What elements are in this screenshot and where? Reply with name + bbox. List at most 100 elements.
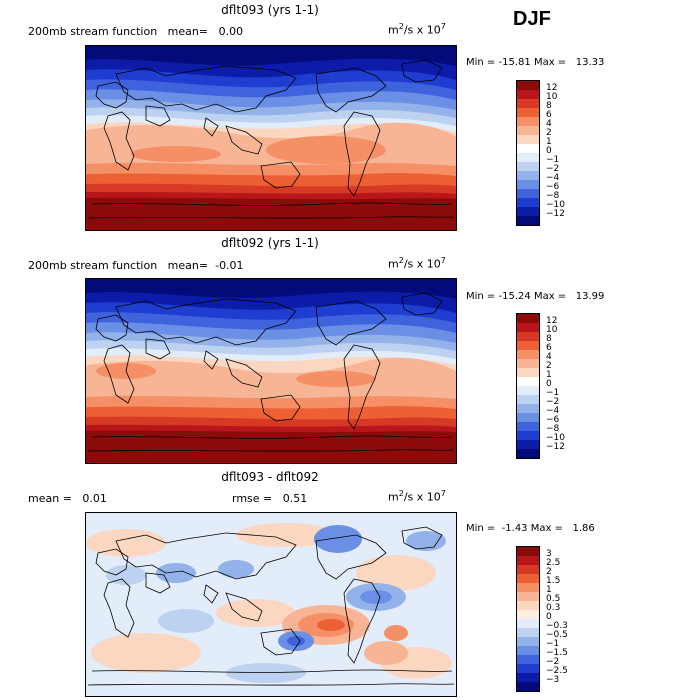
colorbar-level-label: −1: [546, 155, 560, 165]
colorbar-level-label: −10: [546, 200, 565, 210]
blob: [131, 146, 221, 162]
panel-2-colorbar-svg: [517, 314, 539, 458]
colorbar-swatch: [517, 117, 539, 127]
colorbar-swatch: [517, 350, 539, 360]
blob: [236, 523, 336, 547]
band: [86, 197, 456, 230]
colorbar-swatch: [517, 314, 539, 324]
colorbar-level-label: 8: [546, 101, 552, 111]
blob: [287, 636, 305, 646]
blob: [91, 633, 201, 673]
colorbar-level-label: −2: [546, 397, 560, 407]
colorbar-level-label: 2: [546, 567, 552, 577]
blob: [158, 609, 214, 633]
blob: [314, 525, 362, 553]
colorbar-swatch: [517, 655, 539, 665]
panel-2-map-svg: [86, 279, 456, 463]
colorbar-level-label: 1.5: [546, 576, 561, 586]
blob: [406, 531, 446, 551]
blob: [266, 136, 386, 164]
colorbar-swatch: [517, 377, 539, 387]
colorbar-swatch: [517, 619, 539, 629]
colorbar-swatch: [517, 592, 539, 602]
colorbar-level-label: 0: [546, 379, 552, 389]
colorbar-level-label: 1: [546, 137, 552, 147]
colorbar-level-label: −2: [546, 164, 560, 174]
colorbar-level-label: −3: [546, 675, 560, 685]
colorbar-level-label: −0.5: [546, 630, 568, 640]
colorbar-swatch: [517, 180, 539, 190]
colorbar-level-label: 0.5: [546, 594, 561, 604]
colorbar-swatch: [517, 547, 539, 557]
colorbar-level-label: −0.3: [546, 621, 568, 631]
colorbar-swatch: [517, 341, 539, 351]
panel-2-minmax: Min = -15.24 Max = 13.99: [466, 291, 605, 302]
coastlines: [87, 526, 455, 686]
panel-2-units: m2/s x 107: [388, 256, 446, 271]
colorbar-swatch: [517, 162, 539, 172]
colorbar-swatch: [517, 368, 539, 378]
colorbar-swatch: [517, 323, 539, 333]
colorbar-level-label: 0: [546, 146, 552, 156]
panel-3-map-svg: [86, 513, 456, 696]
blob: [226, 663, 306, 683]
panel-3-colorbar-svg: [517, 547, 539, 691]
colorbar-level-label: 6: [546, 110, 552, 120]
colorbar-swatch: [517, 449, 539, 458]
blob: [384, 625, 408, 641]
coastlines: [87, 59, 455, 219]
colorbar-swatch: [517, 198, 539, 208]
blob: [317, 619, 345, 631]
colorbar-level-label: 4: [546, 352, 552, 362]
blob: [86, 529, 166, 557]
colorbar-swatch: [517, 565, 539, 575]
colorbar-level-label: −1.5: [546, 648, 568, 658]
colorbar-swatch: [517, 682, 539, 691]
colorbar-level-label: −10: [546, 433, 565, 443]
colorbar-swatch: [517, 395, 539, 405]
panel-1-subtitle: 200mb stream function mean= 0.00: [28, 25, 244, 38]
coastlines: [87, 292, 455, 452]
colorbar-swatch: [517, 135, 539, 145]
colorbar-level-label: −2.5: [546, 666, 568, 676]
panel-2-map: [85, 278, 457, 464]
band: [86, 430, 456, 463]
colorbar-level-label: 0.3: [546, 603, 561, 613]
colorbar-level-label: 10: [546, 92, 558, 102]
colorbar-level-label: 10: [546, 325, 558, 335]
blob: [356, 555, 436, 591]
colorbar-level-label: −6: [546, 182, 560, 192]
colorbar-level-label: 4: [546, 119, 552, 129]
colorbar-level-label: −12: [546, 209, 565, 219]
panel-3-rmse: rmse = 0.51: [232, 492, 308, 505]
colorbar-level-label: 6: [546, 343, 552, 353]
colorbar-swatch: [517, 90, 539, 100]
panel-3-units: m2/s x 107: [388, 489, 446, 504]
panel-1-map-svg: [86, 46, 456, 230]
blob: [106, 565, 146, 585]
panel-1-colorbar-labels: 12 10 8 6 4 2 1 0 −1 −2 −4 −6 −8 −10 −12: [546, 80, 586, 224]
panel-3-minmax: Min = -1.43 Max = 1.86: [466, 523, 595, 534]
colorbar-swatch: [517, 440, 539, 450]
colorbar-swatch: [517, 359, 539, 369]
colorbar-swatch: [517, 628, 539, 638]
panel-2-subtitle: 200mb stream function mean= -0.01: [28, 259, 244, 272]
colorbar-level-label: 8: [546, 334, 552, 344]
blob: [296, 371, 376, 387]
colorbar-level-label: −12: [546, 442, 565, 452]
colorbar-swatch: [517, 664, 539, 674]
colorbar-swatch: [517, 646, 539, 656]
panel-3-title: dflt093 - dflt092: [221, 470, 319, 484]
colorbar-swatch: [517, 583, 539, 593]
colorbar-level-label: 12: [546, 83, 558, 93]
colorbar-swatch: [517, 556, 539, 566]
colorbar-level-label: −8: [546, 424, 560, 434]
colorbar-swatch: [517, 673, 539, 683]
colorbar-level-label: −8: [546, 191, 560, 201]
colorbar-level-label: 0: [546, 612, 552, 622]
colorbar-swatch: [517, 81, 539, 91]
colorbar-level-label: −1: [546, 388, 560, 398]
colorbar-swatch: [517, 99, 539, 109]
colorbar-swatch: [517, 216, 539, 225]
colorbar-level-label: 1: [546, 585, 552, 595]
